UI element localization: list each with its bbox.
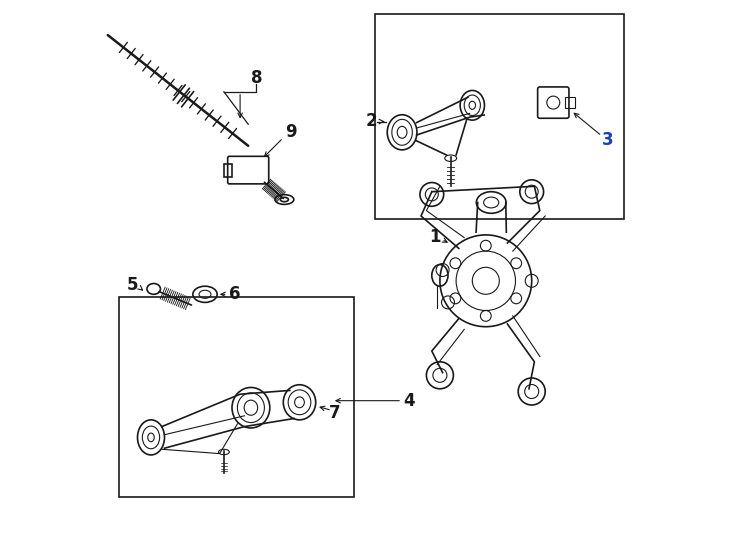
Bar — [119, 297, 354, 497]
Bar — [224, 164, 232, 177]
Text: 7: 7 — [329, 404, 341, 422]
Text: 8: 8 — [250, 69, 262, 87]
Text: 3: 3 — [601, 131, 613, 150]
Text: 2: 2 — [366, 112, 377, 131]
Text: 5: 5 — [126, 276, 138, 294]
Text: 1: 1 — [429, 227, 440, 246]
Text: 6: 6 — [229, 285, 241, 303]
Bar — [375, 14, 623, 219]
Text: 9: 9 — [286, 123, 297, 141]
Bar — [565, 97, 575, 108]
Text: 4: 4 — [403, 392, 415, 410]
